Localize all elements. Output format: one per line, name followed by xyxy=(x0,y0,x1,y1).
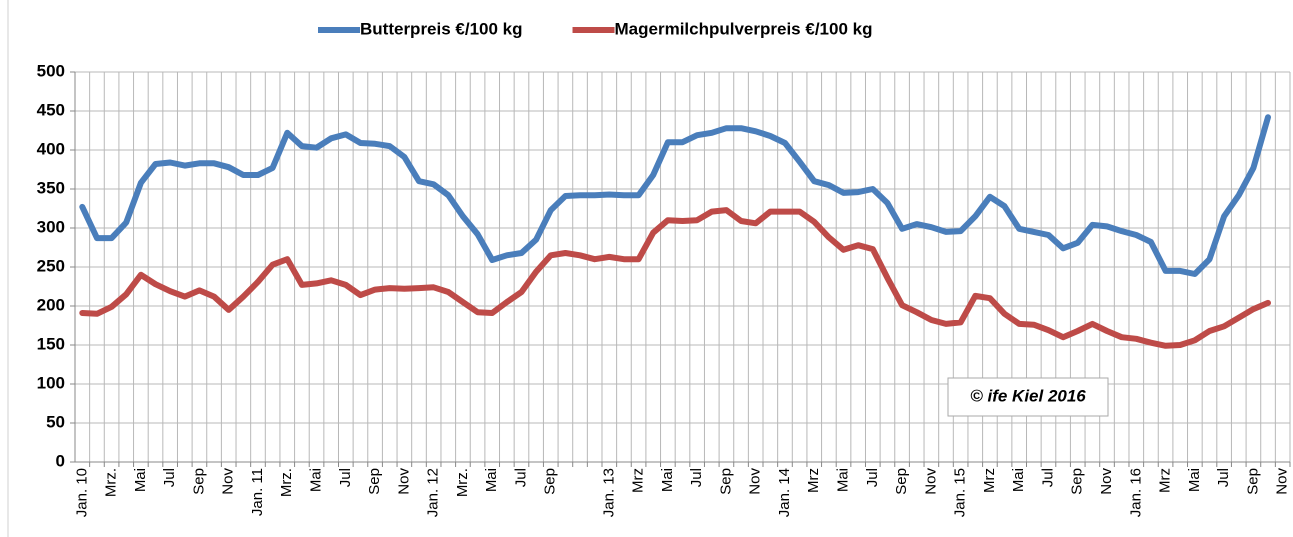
x-tick-label: Sep xyxy=(1244,468,1261,495)
x-tick-label: Jan. 10 xyxy=(73,468,90,517)
x-tick-label: Jul xyxy=(512,468,529,487)
x-tick-label: Mai xyxy=(483,468,500,492)
x-tick-label: Nov xyxy=(1098,468,1115,495)
x-tick-label: Mrz xyxy=(630,468,647,493)
x-tick-label: Jul xyxy=(1215,468,1232,487)
axes: 0 50 100 150 200 250 300 350 400 450 500 Jan. 10 Mrz… xyxy=(37,61,1291,517)
x-tick-label: Mai xyxy=(834,468,851,492)
x-tick-label: Mai xyxy=(308,468,325,492)
x-tick-label: Jan. 15 xyxy=(952,468,969,517)
x-tick-label: Jul xyxy=(864,468,881,487)
y-tick-label: 50 xyxy=(46,412,65,431)
x-tick-label: Mrz. xyxy=(454,468,471,497)
y-tick-label: 100 xyxy=(37,373,65,392)
x-tick-label: Jan. 14 xyxy=(776,468,793,517)
x-tick-label: Jul xyxy=(337,468,354,487)
y-tick-label: 150 xyxy=(37,334,65,353)
x-tick-label: Sep xyxy=(190,468,207,495)
y-tick-label: 400 xyxy=(37,139,65,158)
x-tick-label: Sep xyxy=(542,468,559,495)
grid xyxy=(75,71,1291,463)
lines xyxy=(79,114,1271,349)
x-tick-label: Jan. 12 xyxy=(425,468,442,517)
x-tick-label: Sep xyxy=(366,468,383,495)
x-tick-label: Jan. 16 xyxy=(1127,468,1144,517)
x-tick-label: Mrz xyxy=(805,468,822,493)
x-tick-label: Mai xyxy=(1186,468,1203,492)
series-line xyxy=(79,207,1271,349)
x-tick-label: Mai xyxy=(132,468,149,492)
y-tick-label: 300 xyxy=(37,217,65,236)
annotation-box xyxy=(947,377,1109,417)
x-tick-label: Jan. 13 xyxy=(600,468,617,517)
annotation: © ife Kiel 2016 xyxy=(970,386,1086,405)
x-tick-label: Mrz. xyxy=(278,468,295,497)
series-line xyxy=(79,114,1271,277)
y-tick-label: 350 xyxy=(37,178,65,197)
y-tick-label: 0 xyxy=(56,451,65,470)
x-tick-label: Jan. 11 xyxy=(249,468,266,516)
x-tick-label: Nov xyxy=(747,468,764,495)
y-tick-label: 250 xyxy=(37,256,65,275)
legend-label: Magermilchpulverpreis €/100 kg xyxy=(615,19,873,38)
x-tick-label: Mai xyxy=(659,468,676,492)
x-tick-label: Nov xyxy=(1274,468,1291,495)
y-tick-label: 200 xyxy=(37,295,65,314)
legend: Butterpreis €/100 kg Magermilchpulverprei… xyxy=(318,19,872,38)
x-tick-label: Nov xyxy=(922,468,939,495)
x-tick-label: Sep xyxy=(1069,468,1086,495)
legend-label: Butterpreis €/100 kg xyxy=(360,19,523,38)
x-tick-label: Jul xyxy=(688,468,705,487)
y-tick-label: 500 xyxy=(37,61,65,80)
y-tick-label: 450 xyxy=(37,100,65,119)
x-tick-label: Nov xyxy=(220,468,237,495)
x-tick-label: Mrz xyxy=(981,468,998,493)
x-tick-label: Nov xyxy=(395,468,412,495)
x-tick-label: Jul xyxy=(1039,468,1056,487)
x-tick-label: Sep xyxy=(893,468,910,495)
x-tick-label: Mrz xyxy=(1157,468,1174,493)
x-tick-label: Jul xyxy=(161,468,178,487)
x-tick-label: Sep xyxy=(717,468,734,495)
x-tick-label: Mai xyxy=(1010,468,1027,492)
x-tick-label: Mrz. xyxy=(103,468,120,497)
